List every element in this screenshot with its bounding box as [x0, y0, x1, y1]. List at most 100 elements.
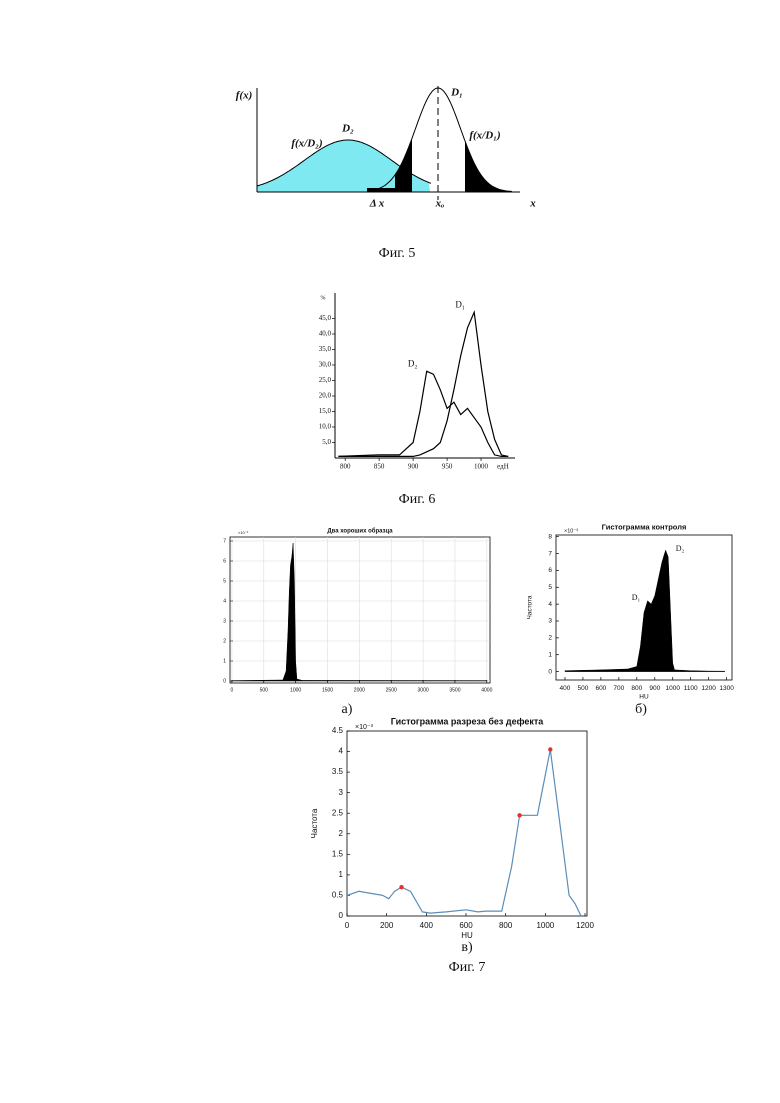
peak-annotation: D₂	[676, 544, 685, 553]
right-tail	[465, 141, 512, 192]
y-tick-label: 3	[339, 788, 344, 797]
series-line	[338, 371, 508, 456]
diagram-label: Δ x	[369, 198, 385, 210]
y-tick-label: 0	[548, 668, 552, 675]
y-tick-label: 3	[223, 618, 226, 624]
subfigure-caption: б)	[635, 702, 647, 717]
diagram-label: x	[529, 198, 536, 210]
x-tick-label: 200	[380, 921, 394, 930]
y-axis-label: %	[321, 295, 326, 301]
y-tick-label: 4	[223, 598, 226, 604]
x-tick-label: 600	[459, 921, 473, 930]
peak-annotation: D₁	[632, 593, 641, 602]
chart-title: Два хороших образца	[327, 528, 393, 535]
y-tick-label: 1	[548, 651, 552, 658]
x-tick-label: 850	[374, 463, 385, 471]
y-multiplier: ×10⁻³	[355, 724, 374, 731]
y-tick-label: 1	[223, 658, 226, 664]
y-tick-label: 2	[223, 638, 226, 644]
y-tick-label: 35,0	[319, 345, 332, 353]
x-tick-label: 4000	[481, 687, 492, 693]
y-tick-label: 10,0	[319, 423, 332, 431]
y-tick-label: 4.5	[332, 726, 344, 735]
y-tick-label: 6	[548, 567, 552, 574]
x-tick-label: 0	[231, 687, 234, 693]
x-axis-label: HU	[639, 694, 649, 701]
y-tick-label: 30,0	[319, 361, 332, 369]
y-tick-label: 7	[548, 550, 552, 557]
x-tick-label: 1000	[290, 687, 301, 693]
x-tick-label: 1000	[536, 921, 554, 930]
figure-caption: Фиг. 7	[449, 960, 486, 975]
x-tick-label: 0	[345, 921, 350, 930]
y-tick-label: 20,0	[319, 392, 332, 400]
series-line	[338, 312, 508, 456]
x-tick-label: 400	[420, 921, 434, 930]
y-tick-label: 7	[223, 538, 226, 544]
x-tick-label: 2500	[386, 687, 397, 693]
series-label: D₂	[408, 358, 418, 368]
x-tick-label: 500	[260, 687, 269, 693]
subfigure-caption: а)	[342, 702, 353, 717]
y-tick-label: 2.5	[332, 808, 344, 817]
y-tick-label: 3.5	[332, 767, 344, 776]
peak-marker	[548, 747, 552, 751]
x-tick-label: 400	[560, 685, 571, 692]
x-tick-label: 900	[649, 685, 660, 692]
x-tick-label: 700	[613, 685, 624, 692]
peak-marker	[399, 885, 403, 889]
y-tick-label: 0	[339, 911, 344, 920]
x-tick-label: 3500	[449, 687, 460, 693]
y-tick-label: 3	[548, 618, 552, 625]
y-tick-label: 1	[339, 870, 344, 879]
y-tick-label: 2	[339, 829, 344, 838]
y-tick-label: 6	[223, 558, 226, 564]
x-tick-label: 900	[408, 463, 419, 471]
x-tick-label: 1100	[684, 685, 698, 692]
x-tick-label: 800	[340, 463, 351, 471]
patent-page: Фиг. 5 Фиг. 6 Фиг. 7 f(x) x D₂ f(x/D₂) D₁ f(x…	[0, 0, 780, 1103]
y-tick-label: 40,0	[319, 330, 332, 338]
x-axis-label: HU	[461, 931, 473, 940]
y-tick-label: 5	[548, 584, 552, 591]
chart-title: Гистограмма контроля	[602, 522, 687, 531]
y-tick-label: 4	[339, 747, 344, 756]
x-tick-label: 1000	[474, 463, 489, 471]
figure-caption: Фиг. 6	[399, 492, 436, 507]
subfigure-caption: в)	[461, 940, 473, 955]
figure-caption: Фиг. 5	[379, 246, 416, 261]
x-axis-label: едН	[497, 463, 509, 471]
y-tick-label: 8	[548, 533, 552, 540]
x-tick-label: 1500	[322, 687, 333, 693]
x-tick-label: 1200	[701, 685, 716, 692]
x-tick-label: 3000	[418, 687, 429, 693]
y-tick-label: 0.5	[332, 891, 344, 900]
x-tick-label: 800	[499, 921, 513, 930]
y-tick-label: 2	[548, 635, 552, 642]
x-tick-label: 1300	[719, 685, 734, 692]
y-multiplier: ×10⁻³	[564, 528, 578, 534]
y-tick-label: 5,0	[322, 438, 331, 446]
peak-marker	[517, 813, 521, 817]
y-tick-label: 15,0	[319, 407, 332, 415]
diagram-label: D₁	[450, 87, 463, 99]
x-tick-label: 1200	[576, 921, 594, 930]
x-tick-label: 2000	[354, 687, 365, 693]
diagram-label: f(x/D₁)	[469, 130, 500, 142]
y-multiplier: ×10⁻³	[238, 530, 249, 535]
y-tick-label: 1.5	[332, 849, 344, 858]
y-tick-label: 4	[548, 601, 552, 608]
y-tick-label: 0	[223, 678, 226, 684]
x-tick-label: 800	[631, 685, 642, 692]
series-label: D₁	[455, 299, 465, 309]
y-tick-label: 25,0	[319, 376, 332, 384]
diagram-label: f(x)	[236, 90, 253, 102]
chart-title: Гистограмма разреза без дефекта	[391, 716, 545, 726]
x-tick-label: 1000	[666, 685, 681, 692]
diagram-label: f(x/D₂)	[291, 138, 322, 150]
x-tick-label: 500	[578, 685, 589, 692]
x-tick-label: 950	[442, 463, 453, 471]
diagram-label: D₂	[341, 123, 354, 135]
y-tick-label: 45,0	[319, 314, 332, 322]
y-axis-label: Частота	[310, 808, 319, 838]
